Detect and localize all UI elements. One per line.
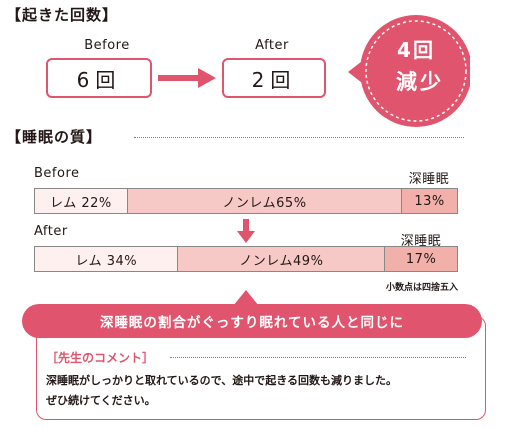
wakeups-after-value: 2回	[251, 67, 297, 92]
reduction-badge-shape	[348, 15, 470, 127]
after-deep-label: 17%	[405, 251, 437, 267]
before-nonrem-segment: ノンレム65%	[127, 189, 403, 213]
wakeups-after-box: 2回	[222, 58, 326, 98]
conclusion-banner-text: 深睡眠の割合がぐっすり眠れている人と同じに	[99, 315, 405, 331]
before-rem-label: レム 22%	[50, 195, 112, 211]
reduction-word: 減少	[396, 70, 444, 94]
comment-heading: ［先生のコメント］	[46, 351, 155, 365]
rounding-note: 小数点は四捨五入	[385, 283, 458, 293]
before-deep-sleep-label: 深睡眠	[408, 172, 450, 187]
sleep-quality-heading: 【睡眠の質】	[6, 128, 103, 146]
before-nonrem-label: ノンレム65%	[222, 195, 307, 211]
comment-divider	[170, 357, 466, 358]
heading-divider	[134, 137, 464, 138]
before-sleep-bar: レム 22% ノンレム65% 13%	[34, 188, 458, 214]
after-rem-segment: レム 34%	[35, 247, 179, 271]
after-rem-label: レム 34%	[75, 253, 138, 269]
before-bar-label: Before	[34, 166, 80, 181]
comment-line-2: ぜひ続けてください。	[46, 394, 156, 407]
before-rem-segment: レム 22%	[35, 189, 128, 213]
after-sleep-bar: レム 34% ノンレム49% 17%	[34, 246, 458, 272]
banner-pointer	[233, 290, 259, 306]
down-arrow-icon	[237, 219, 255, 243]
comment-line-1: 深睡眠がしっかりと取れているので、途中で起きる回数も減りました。	[46, 374, 398, 387]
after-deep-sleep-label: 深睡眠	[400, 234, 442, 249]
after-nonrem-segment: ノンレム49%	[178, 247, 386, 271]
wakeups-before-value: 6回	[76, 67, 122, 92]
wakeups-before-box: 6回	[46, 58, 152, 98]
wakeups-heading: 【起きた回数】	[6, 6, 119, 24]
after-bar-label: After	[34, 224, 68, 239]
reduction-count: 4回	[397, 38, 435, 62]
after-nonrem-label: ノンレム49%	[239, 253, 324, 269]
before-deep-segment: 13%	[402, 189, 457, 213]
wakeups-after-label: After	[255, 38, 289, 53]
conclusion-banner: 深睡眠の割合がぐっすり眠れている人と同じに	[22, 304, 482, 338]
before-deep-label: 13%	[414, 193, 445, 209]
right-arrow-icon	[158, 68, 216, 88]
wakeups-before-label: Before	[84, 38, 130, 53]
after-deep-segment: 17%	[385, 247, 457, 271]
